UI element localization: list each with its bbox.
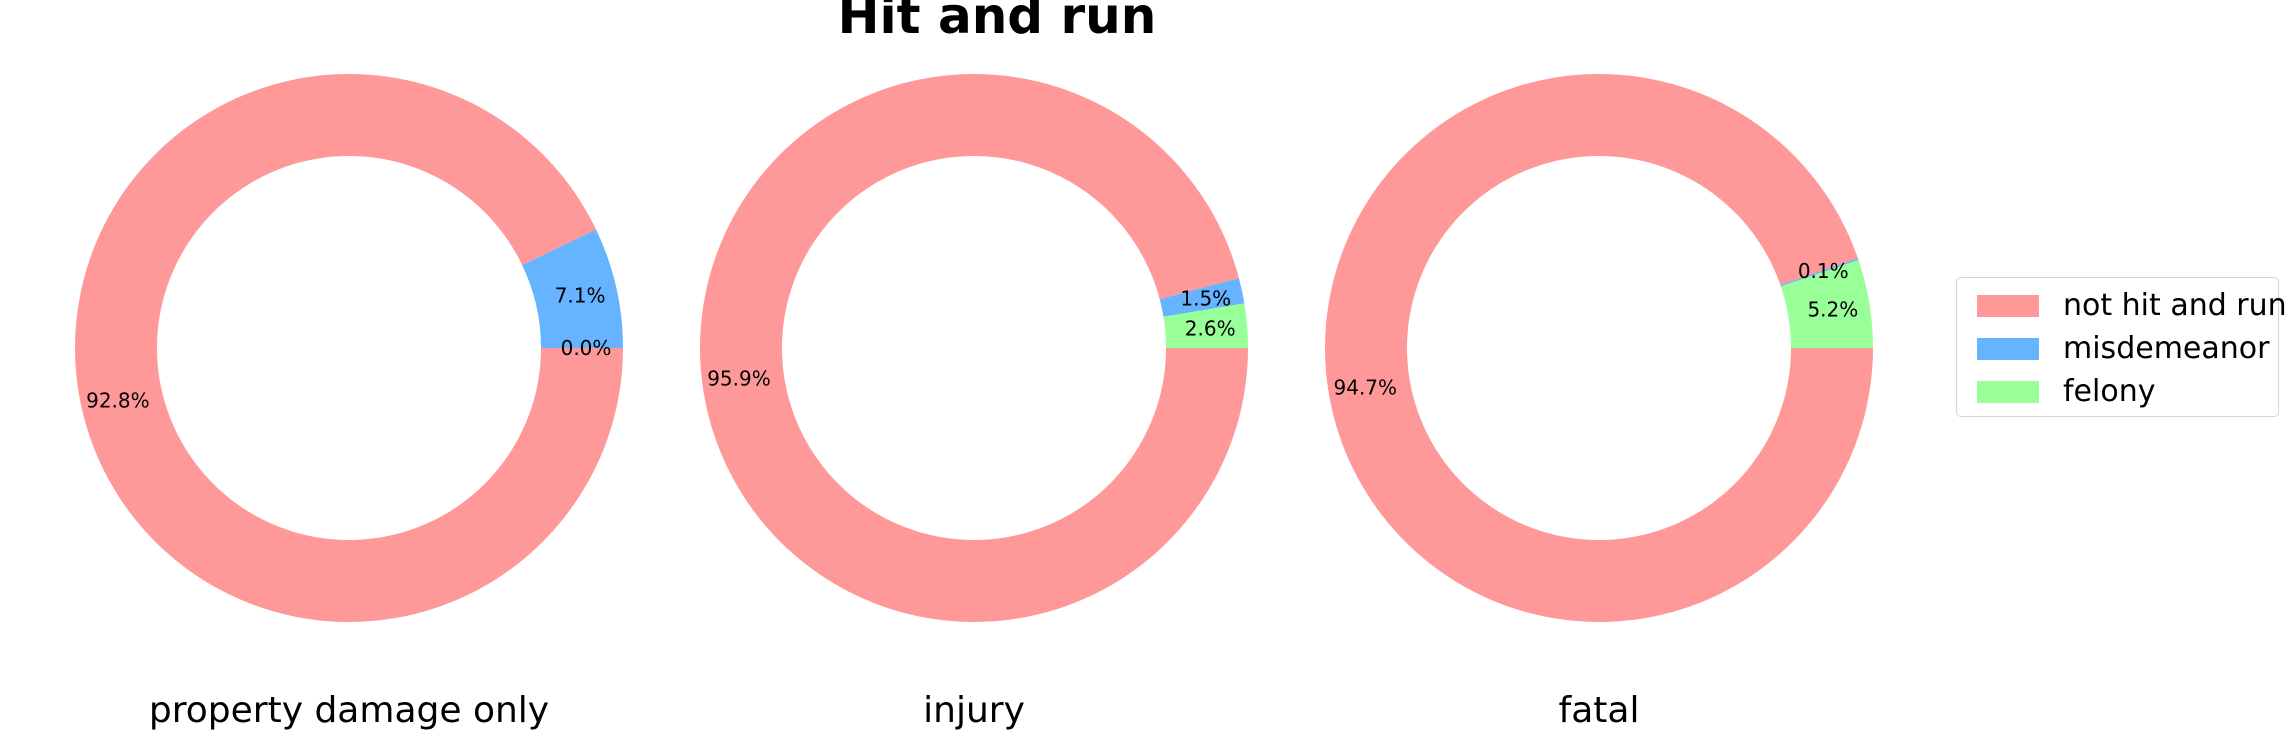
legend-label-not-hit-and-run: not hit and run: [2063, 288, 2287, 323]
slice-injury-felony: [1163, 303, 1248, 348]
legend-item-misdemeanor: misdemeanor: [1967, 327, 2270, 370]
slice-fatal-misdemeanor: [1780, 258, 1859, 287]
legend-label-misdemeanor: misdemeanor: [2063, 331, 2270, 366]
pct-label-fatal-misdemeanor: 0.1%: [1798, 259, 1849, 283]
pct-label-injury-not-hit-and-run: 95.9%: [707, 366, 771, 390]
pct-label-property-damage-only-misdemeanor: 7.1%: [555, 284, 606, 308]
legend: not hit and run misdemeanor felony: [1956, 277, 2287, 417]
pct-label-injury-felony: 2.6%: [1185, 317, 1236, 341]
slice-property-damage-only-misdemeanor: [522, 229, 623, 348]
pct-label-property-damage-only-felony: 0.0%: [561, 336, 612, 360]
slice-injury-not-hit-and-run: [700, 74, 1248, 623]
figure-title: Hit and run: [838, 0, 1157, 45]
chart-label-injury: injury: [923, 690, 1025, 731]
legend-swatch-not-hit-and-run: [1977, 294, 2039, 317]
legend-item-not-hit-and-run: not hit and run: [1967, 284, 2287, 327]
donut-charts: 92.8% 7.1% 0.0% property damage only 95.9% 1.…: [74, 73, 1874, 731]
pct-label-property-damage-only-not-hit-and-run: 92.8%: [86, 388, 150, 412]
slice-fatal-not-hit-and-run: [1325, 73, 1874, 622]
donut-chart-fatal: 94.7% 0.1% 5.2% fatal: [1325, 73, 1874, 731]
legend-swatch-misdemeanor: [1977, 337, 2039, 360]
chart-label-fatal: fatal: [1559, 690, 1640, 731]
pct-label-injury-misdemeanor: 1.5%: [1180, 286, 1231, 310]
slice-injury-misdemeanor: [1159, 278, 1245, 317]
donut-chart-property-damage-only: 92.8% 7.1% 0.0% property damage only: [74, 73, 623, 731]
chart-label-property-damage-only: property damage only: [149, 690, 549, 731]
legend-label-felony: felony: [2063, 374, 2156, 409]
legend-item-felony: felony: [1967, 370, 2268, 413]
slice-fatal-felony: [1780, 260, 1874, 348]
pct-label-fatal-felony: 5.2%: [1807, 297, 1858, 321]
legend-swatch-felony: [1977, 380, 2039, 403]
pct-label-fatal-not-hit-and-run: 94.7%: [1334, 375, 1398, 399]
donut-chart-injury: 95.9% 1.5% 2.6% injury: [700, 74, 1248, 731]
slice-property-damage-only-not-hit-and-run: [74, 73, 623, 622]
